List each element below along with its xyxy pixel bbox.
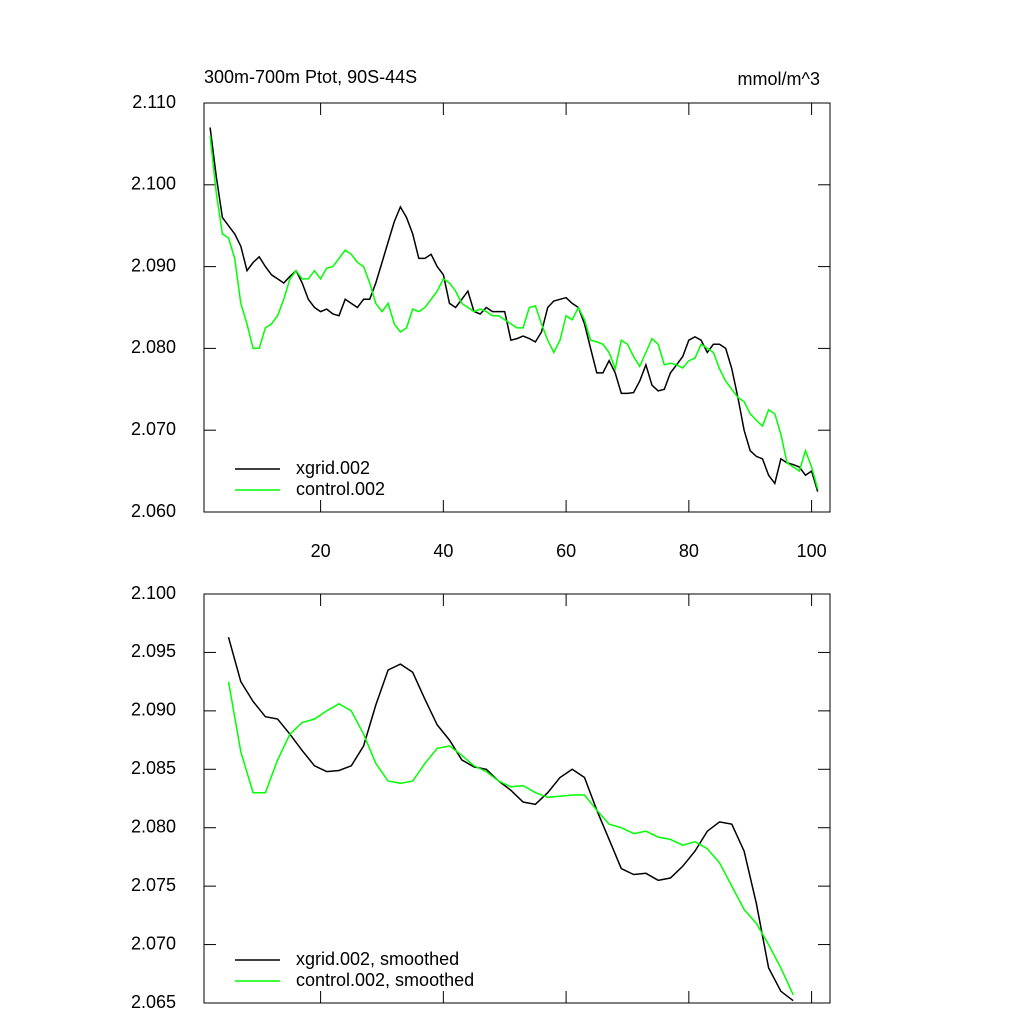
y-tick-label: 2.070 [131, 419, 176, 439]
legend-label: xgrid.002 [296, 458, 370, 478]
legend-label: control.002, smoothed [296, 970, 474, 990]
y-tick-label: 2.065 [131, 992, 176, 1012]
x-tick-label: 80 [679, 541, 699, 561]
series-line [209, 127, 819, 492]
y-tick-label: 2.100 [131, 174, 176, 194]
x-tick-label: 60 [556, 541, 576, 561]
y-tick-label: 2.090 [131, 700, 176, 720]
series-line [227, 636, 794, 1002]
y-tick-label: 2.075 [131, 875, 176, 895]
plot-frame [203, 593, 831, 1004]
legend-label: xgrid.002, smoothed [296, 949, 459, 969]
y-tick-label: 2.090 [131, 255, 176, 275]
series-line [227, 681, 794, 996]
x-tick-label: 100 [797, 541, 827, 561]
y-tick-label: 2.110 [132, 92, 176, 112]
y-tick-label: 2.095 [131, 641, 176, 661]
y-tick-label: 2.100 [131, 583, 176, 603]
x-tick-label: 40 [433, 541, 453, 561]
y-tick-label: 2.085 [131, 758, 176, 778]
x-tick-label: 20 [311, 541, 331, 561]
plot-frame [203, 102, 831, 513]
y-tick-label: 2.080 [131, 337, 176, 357]
y-tick-label: 2.060 [131, 501, 176, 521]
chart-title: 300m-700m Ptot, 90S-44S [204, 67, 417, 87]
y-tick-label: 2.070 [131, 933, 176, 953]
legend-label: control.002 [296, 479, 385, 499]
units-label: mmol/m^3 [738, 69, 820, 89]
series-line [209, 135, 819, 490]
y-tick-label: 2.080 [131, 816, 176, 836]
